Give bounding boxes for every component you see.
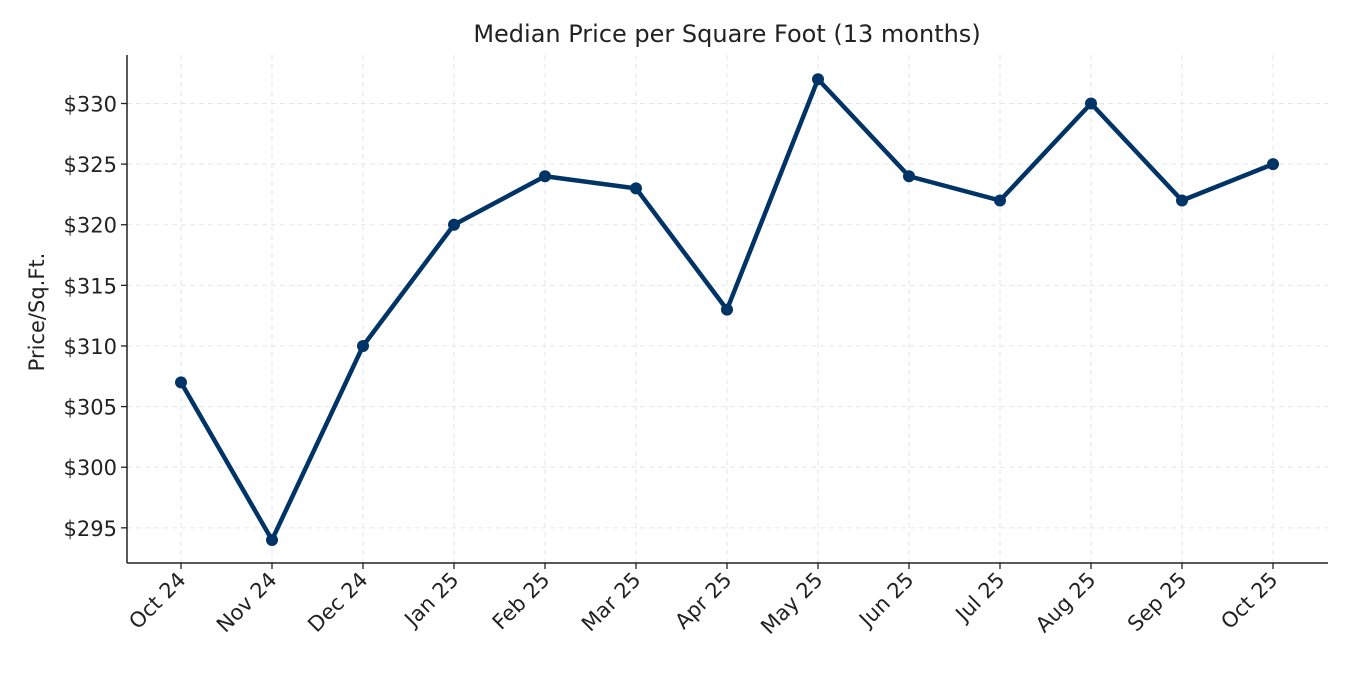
data-point	[903, 170, 915, 183]
x-tick-label: Jul 25	[950, 568, 1010, 628]
x-tick-label: May 25	[756, 568, 827, 639]
grid	[127, 55, 1328, 563]
data-point	[175, 376, 187, 389]
data-point	[1085, 97, 1097, 110]
x-tick-label: Oct 24	[124, 568, 190, 634]
y-tick-label: $325	[64, 153, 117, 177]
y-tick-label: $310	[64, 335, 117, 359]
x-tick-label: Nov 24	[212, 568, 282, 638]
data-point	[994, 194, 1006, 207]
data-point	[812, 73, 824, 86]
data-point	[1176, 194, 1188, 207]
x-tick-label: Apr 25	[670, 568, 736, 634]
x-tick-label: Oct 25	[1216, 568, 1282, 634]
data-point	[357, 339, 369, 352]
x-tick-label: Feb 25	[488, 568, 555, 635]
ticks: $295 $300 $305 $310 $315 $320 $325 $330 Oct 24 No…	[64, 92, 1283, 638]
y-axis-label: Price/Sq.Ft.	[25, 253, 49, 372]
y-tick-label: $300	[64, 456, 117, 480]
x-tick-label: Jun 25	[853, 568, 918, 633]
x-tick-label: Sep 25	[1123, 568, 1192, 637]
chart-title: Median Price per Square Foot (13 months)	[473, 20, 980, 48]
y-tick-label: $315	[64, 274, 117, 298]
y-tick-label: $295	[64, 517, 117, 541]
y-tick-label: $320	[64, 214, 117, 238]
x-tick-label: Mar 25	[577, 568, 646, 637]
data-point	[448, 218, 460, 231]
data-point	[266, 533, 278, 546]
data-point	[539, 170, 551, 183]
data-point	[630, 182, 642, 195]
data-point	[1267, 158, 1279, 171]
x-tick-label: Aug 25	[1031, 568, 1101, 638]
x-tick-label: Dec 24	[303, 568, 372, 637]
series	[175, 73, 1279, 546]
y-tick-label: $305	[64, 396, 117, 420]
y-tick-label: $330	[64, 92, 117, 116]
data-point	[721, 303, 733, 316]
x-tick-label: Jan 25	[399, 568, 464, 633]
